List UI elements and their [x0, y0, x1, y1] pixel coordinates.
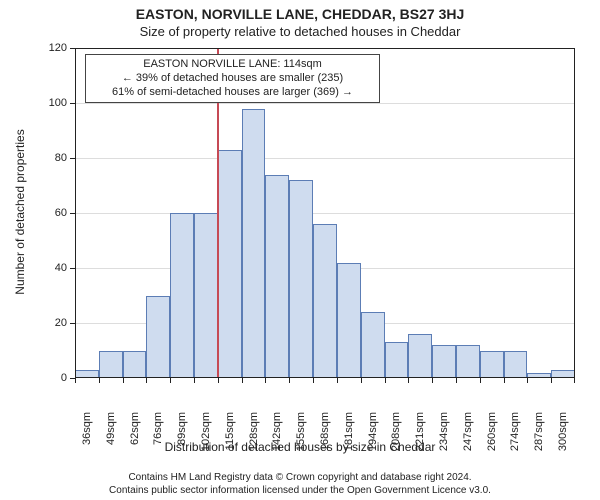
- x-tick-label: 168sqm: [319, 412, 331, 462]
- x-tick-mark: [194, 378, 195, 383]
- chart-page: EASTON, NORVILLE LANE, CHEDDAR, BS27 3HJ…: [0, 0, 600, 500]
- y-tick-mark: [70, 158, 75, 159]
- x-tick-mark: [146, 378, 147, 383]
- x-tick-mark: [337, 378, 338, 383]
- x-tick-mark: [99, 378, 100, 383]
- y-tick-mark: [70, 323, 75, 324]
- x-tick-mark: [265, 378, 266, 383]
- x-tick-mark: [123, 378, 124, 383]
- x-tick-label: 62sqm: [129, 412, 141, 462]
- x-tick-label: 49sqm: [105, 412, 117, 462]
- x-tick-mark: [242, 378, 243, 383]
- x-tick-mark: [456, 378, 457, 383]
- x-tick-label: 221sqm: [414, 412, 426, 462]
- x-tick-label: 115sqm: [224, 412, 236, 462]
- x-tick-label: 102sqm: [200, 412, 212, 462]
- x-tick-mark: [313, 378, 314, 383]
- x-tick-label: 194sqm: [367, 412, 379, 462]
- y-tick-label: 40: [37, 262, 67, 274]
- y-tick-label: 120: [37, 42, 67, 54]
- plot-area: EASTON NORVILLE LANE: 114sqm ← 39% of de…: [75, 48, 575, 378]
- y-tick-mark: [70, 268, 75, 269]
- x-tick-label: 89sqm: [176, 412, 188, 462]
- x-tick-label: 208sqm: [390, 412, 402, 462]
- x-tick-label: 287sqm: [533, 412, 545, 462]
- y-tick-mark: [70, 48, 75, 49]
- x-tick-mark: [504, 378, 505, 383]
- x-tick-label: 247sqm: [462, 412, 474, 462]
- annotation-line-2: ← 39% of detached houses are smaller (23…: [92, 72, 373, 86]
- y-tick-mark: [70, 103, 75, 104]
- x-tick-label: 260sqm: [486, 412, 498, 462]
- x-tick-label: 128sqm: [248, 412, 260, 462]
- footer-line-2: Contains public sector information licen…: [0, 485, 600, 496]
- x-tick-mark: [527, 378, 528, 383]
- y-axis-title: Number of detached properties: [13, 47, 27, 377]
- y-tick-label: 60: [37, 207, 67, 219]
- x-tick-label: 155sqm: [295, 412, 307, 462]
- page-subtitle: Size of property relative to detached ho…: [0, 24, 600, 39]
- x-tick-label: 76sqm: [152, 412, 164, 462]
- x-tick-mark: [574, 378, 575, 383]
- x-tick-mark: [289, 378, 290, 383]
- x-tick-label: 181sqm: [343, 412, 355, 462]
- annotation-box: EASTON NORVILLE LANE: 114sqm ← 39% of de…: [85, 54, 380, 103]
- x-tick-mark: [551, 378, 552, 383]
- x-tick-label: 36sqm: [81, 412, 93, 462]
- y-tick-mark: [70, 213, 75, 214]
- x-tick-label: 274sqm: [509, 412, 521, 462]
- x-tick-mark: [361, 378, 362, 383]
- x-tick-mark: [480, 378, 481, 383]
- x-tick-mark: [408, 378, 409, 383]
- y-tick-label: 100: [37, 97, 67, 109]
- x-tick-label: 142sqm: [271, 412, 283, 462]
- annotation-line-1: EASTON NORVILLE LANE: 114sqm: [92, 58, 373, 72]
- y-tick-label: 20: [37, 317, 67, 329]
- x-tick-label: 234sqm: [438, 412, 450, 462]
- y-tick-label: 80: [37, 152, 67, 164]
- x-tick-label: 300sqm: [557, 412, 569, 462]
- x-tick-mark: [75, 378, 76, 383]
- x-tick-mark: [385, 378, 386, 383]
- page-title: EASTON, NORVILLE LANE, CHEDDAR, BS27 3HJ: [0, 6, 600, 22]
- y-tick-label: 0: [37, 372, 67, 384]
- x-tick-mark: [218, 378, 219, 383]
- annotation-line-3: 61% of semi-detached houses are larger (…: [92, 86, 373, 100]
- x-tick-mark: [432, 378, 433, 383]
- x-tick-mark: [170, 378, 171, 383]
- footer-line-1: Contains HM Land Registry data © Crown c…: [0, 472, 600, 483]
- x-axis-title: Distribution of detached houses by size …: [0, 440, 600, 454]
